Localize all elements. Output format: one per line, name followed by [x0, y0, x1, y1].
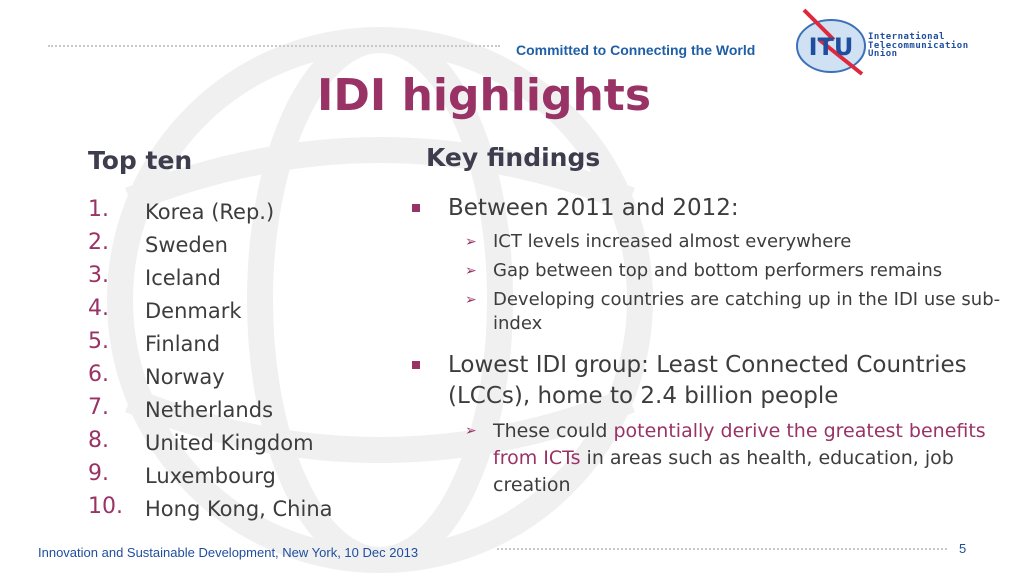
rank-number: 1.: [88, 197, 109, 222]
list-item: ➢ ICT levels increased almost everywhere: [465, 231, 852, 252]
arrow-bullet-icon: ➢: [465, 423, 477, 439]
list-item: ➢ Developing countries are catching up in…: [465, 289, 1001, 334]
arrow-bullet-icon: ➢: [465, 263, 477, 279]
country-name: Netherlands: [145, 398, 274, 422]
country-name: Hong Kong, China: [145, 497, 333, 521]
header-divider: [48, 45, 500, 47]
country-name: Iceland: [145, 266, 222, 290]
country-name: Norway: [145, 365, 225, 389]
list-item: 4. Denmark: [88, 296, 333, 329]
list-item: 3. Iceland: [88, 263, 333, 296]
square-bullet-icon: [412, 204, 420, 212]
page-title: IDI highlights: [316, 70, 652, 121]
square-bullet-icon: [412, 361, 420, 369]
list-item: 10. Hong Kong, China: [88, 494, 333, 527]
list-item: 8. United Kingdom: [88, 428, 333, 461]
top-ten-heading: Top ten: [88, 146, 193, 175]
rank-number: 3.: [88, 263, 109, 288]
list-item: 5. Finland: [88, 329, 333, 362]
tagline: Committed to Connecting the World: [516, 42, 756, 58]
itu-logo-icon: ITU: [796, 8, 866, 76]
rank-number: 6.: [88, 362, 109, 387]
rank-number: 5.: [88, 329, 109, 354]
top-ten-list: 1. Korea (Rep.) 2. Sweden 3. Iceland 4. Denmark…: [88, 197, 333, 527]
country-name: Korea (Rep.): [145, 200, 275, 224]
list-item: 6. Norway: [88, 362, 333, 395]
rank-number: 4.: [88, 296, 109, 321]
footer-divider: [497, 548, 947, 550]
country-name: United Kingdom: [145, 431, 314, 455]
country-name: Luxembourg: [145, 464, 276, 488]
key-findings-list: Between 2011 and 2012: ➢ ICT levels incre…: [410, 193, 1010, 504]
list-item: 2. Sweden: [88, 230, 333, 263]
page-number: 5: [959, 541, 967, 556]
country-name: Finland: [145, 332, 221, 356]
rank-number: 9.: [88, 461, 109, 486]
list-item: Between 2011 and 2012:: [410, 193, 1010, 224]
itu-name: International Telecommunication Union: [868, 32, 969, 59]
key-findings-heading: Key findings: [426, 143, 601, 172]
list-item: Lowest IDI group: Least Connected Countr…: [410, 350, 1010, 412]
list-item: 7. Netherlands: [88, 395, 333, 428]
rank-number: 2.: [88, 230, 109, 255]
footer-text: Innovation and Sustainable Development, …: [38, 545, 419, 560]
list-item: 1. Korea (Rep.): [88, 197, 333, 230]
country-name: Sweden: [145, 233, 228, 257]
list-item: ➢ These could potentially derive the grea…: [465, 420, 986, 496]
svg-text:ITU: ITU: [809, 33, 854, 61]
rank-number: 8.: [88, 428, 109, 453]
list-item: ➢ Gap between top and bottom performers r…: [465, 260, 943, 281]
country-name: Denmark: [145, 299, 242, 323]
rank-number: 7.: [88, 395, 109, 420]
rank-number: 10.: [88, 494, 123, 519]
arrow-bullet-icon: ➢: [465, 292, 477, 308]
arrow-bullet-icon: ➢: [465, 234, 477, 250]
list-item: 9. Luxembourg: [88, 461, 333, 494]
